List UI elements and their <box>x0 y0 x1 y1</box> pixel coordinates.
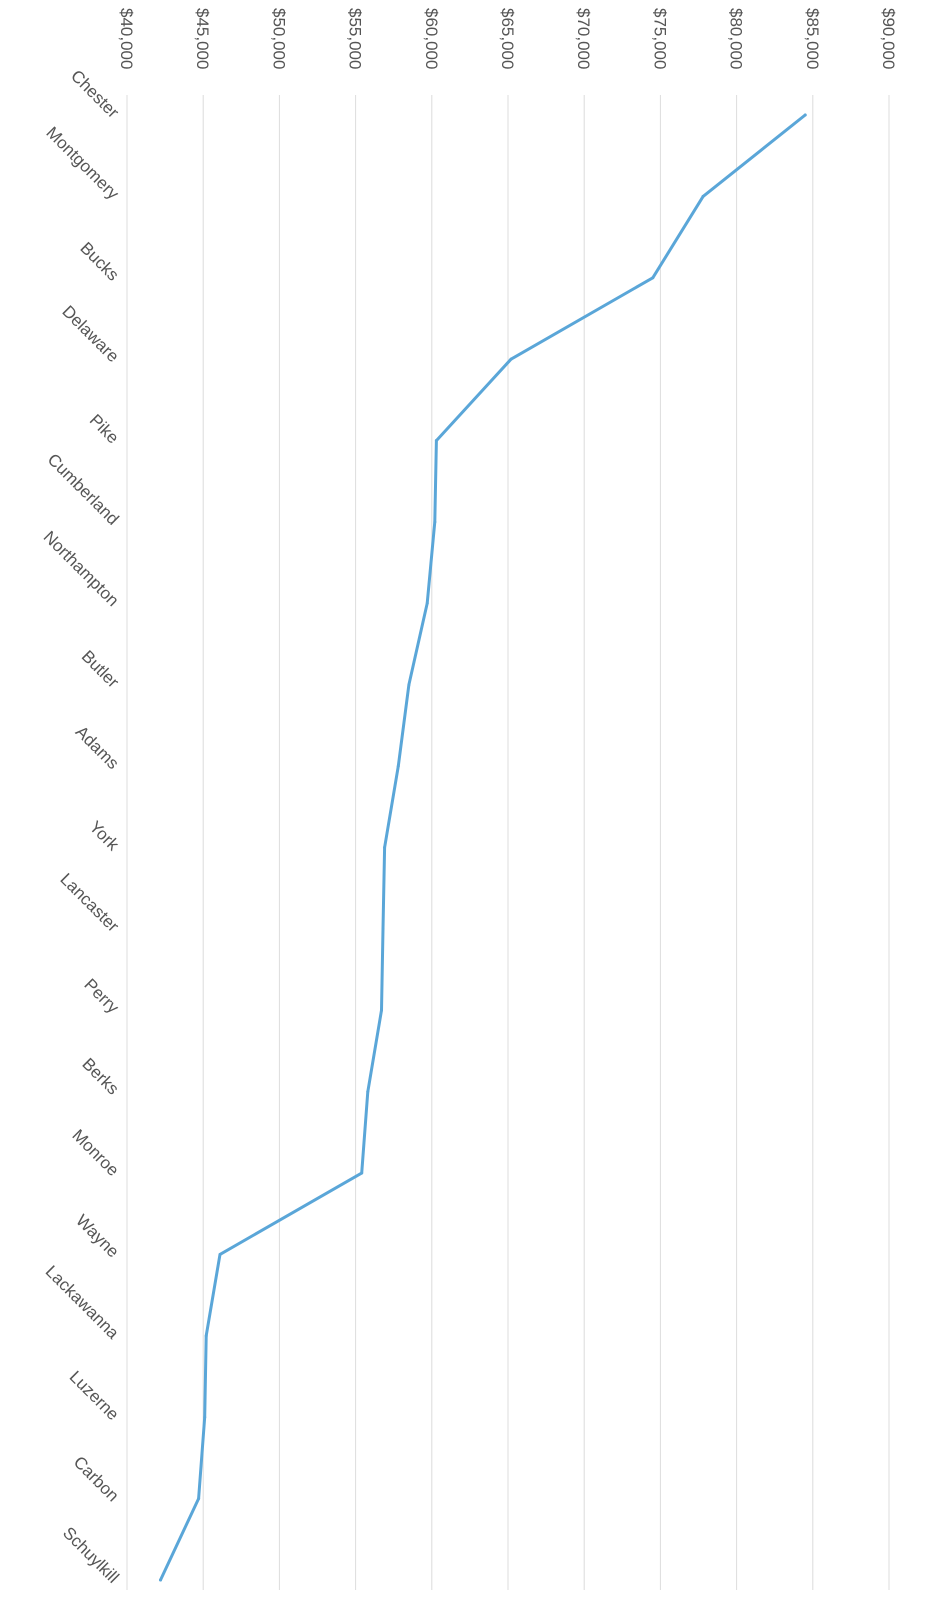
category-label: Lancaster <box>56 869 122 935</box>
category-label: Carbon <box>70 1453 123 1506</box>
category-label: Schuylkill <box>59 1523 123 1587</box>
category-label: Chester <box>67 66 123 122</box>
category-label: Pike <box>86 411 123 448</box>
data-point <box>433 520 437 524</box>
data-point <box>434 439 438 443</box>
data-point <box>396 764 400 768</box>
value-tick-label: $80,000 <box>727 8 746 69</box>
series-line <box>159 113 807 1582</box>
data-point <box>509 357 513 361</box>
data-point <box>380 1008 384 1012</box>
category-label: Cumberland <box>44 450 123 529</box>
category-label: Delaware <box>58 302 122 366</box>
value-tick-label: $60,000 <box>422 8 441 69</box>
category-label: Adams <box>72 722 123 773</box>
data-point <box>803 113 807 117</box>
data-point <box>203 1415 207 1419</box>
value-tick-label: $90,000 <box>879 8 898 69</box>
series-layer <box>159 113 807 1582</box>
data-point <box>407 683 411 687</box>
category-label: Perry <box>80 975 123 1018</box>
value-axis-labels: $40,000 $45,000 $50,000 $55,000 $60,000 $65,0… <box>117 8 898 69</box>
data-point <box>218 1252 222 1256</box>
value-tick-label: $75,000 <box>650 8 669 69</box>
value-tick-label: $40,000 <box>117 8 136 69</box>
category-label: Northampton <box>40 527 123 610</box>
value-tick-label: $45,000 <box>193 8 212 69</box>
data-point <box>651 276 655 280</box>
category-label: Wayne <box>72 1211 122 1261</box>
category-label: York <box>86 817 123 854</box>
data-point <box>425 601 429 605</box>
grid-layer <box>126 95 890 1590</box>
data-point <box>381 927 385 931</box>
data-point <box>204 1334 208 1338</box>
data-point <box>701 194 705 198</box>
data-point <box>360 1171 364 1175</box>
data-point <box>383 846 387 849</box>
category-label: Luzerne <box>66 1367 123 1424</box>
value-tick-label: $50,000 <box>269 8 288 69</box>
category-label: Bucks <box>76 238 122 284</box>
value-tick-label: $65,000 <box>498 8 517 69</box>
category-label: Montgomery <box>42 123 123 204</box>
category-label: Monroe <box>68 1126 122 1180</box>
data-point <box>159 1578 163 1582</box>
value-tick-label: $55,000 <box>346 8 365 69</box>
data-point <box>366 1090 370 1094</box>
value-tick-label: $85,000 <box>803 8 822 69</box>
category-label: Butler <box>78 647 123 692</box>
data-point <box>197 1497 201 1501</box>
category-label: Lackawanna <box>42 1262 123 1343</box>
category-label: Berks <box>78 1054 122 1098</box>
value-tick-label: $70,000 <box>574 8 593 69</box>
